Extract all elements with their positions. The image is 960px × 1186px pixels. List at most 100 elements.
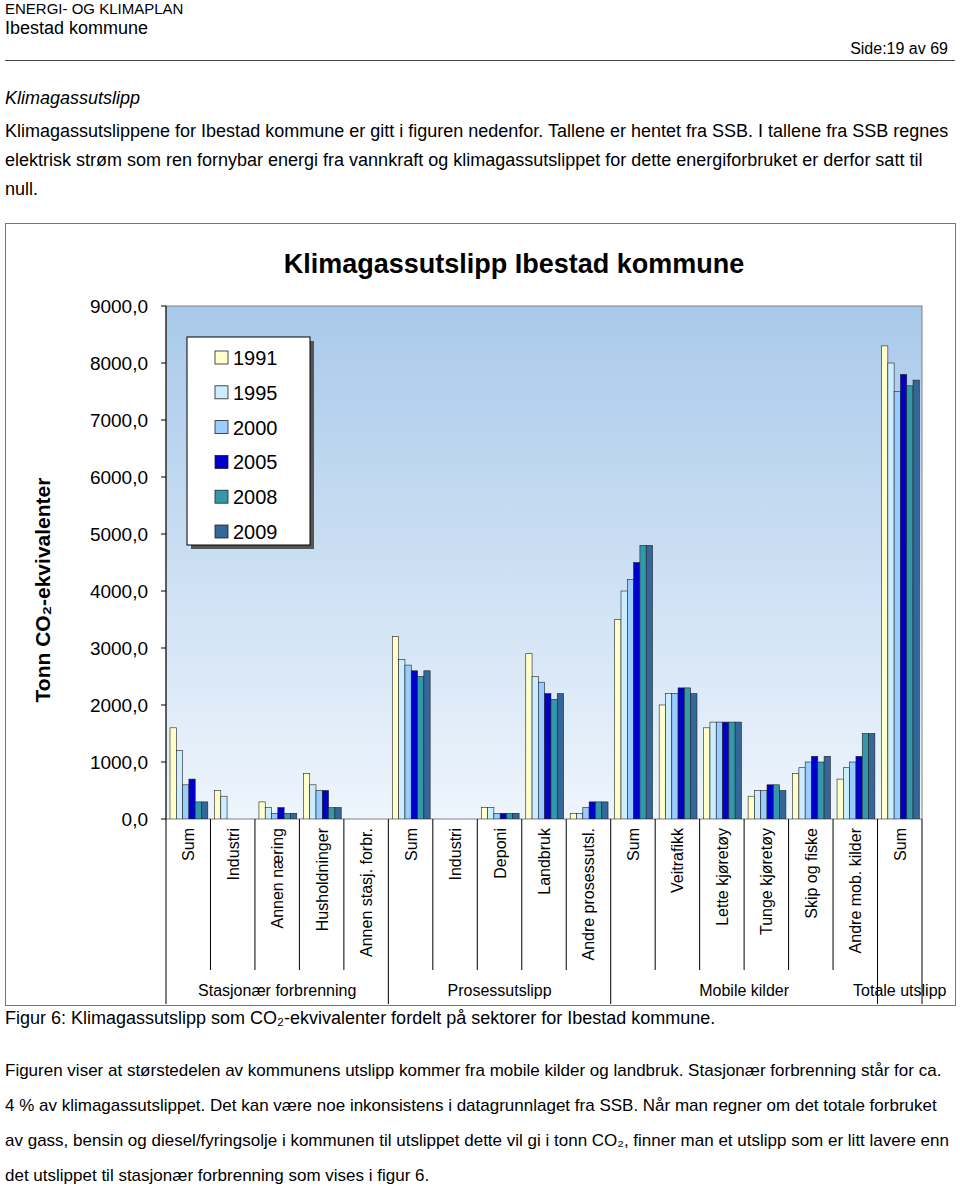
y-tick-label: 0,0 bbox=[122, 809, 148, 830]
y-tick-label: 8000,0 bbox=[90, 353, 148, 374]
bar bbox=[360, 819, 366, 820]
bar bbox=[316, 791, 322, 820]
category-separator bbox=[388, 819, 389, 1004]
bar bbox=[723, 722, 729, 819]
y-tick bbox=[161, 477, 166, 478]
bar bbox=[627, 580, 633, 819]
bar bbox=[335, 808, 341, 819]
category-separator bbox=[521, 819, 522, 970]
bar bbox=[170, 728, 176, 819]
bar bbox=[373, 819, 379, 820]
category-separator bbox=[477, 819, 478, 970]
bar bbox=[882, 346, 888, 819]
category-separator bbox=[922, 819, 923, 1004]
bar bbox=[532, 677, 538, 820]
category-separator bbox=[610, 819, 611, 1004]
y-tick-label: 3000,0 bbox=[90, 638, 148, 659]
bar bbox=[354, 819, 360, 820]
bar bbox=[811, 756, 817, 819]
category-separator bbox=[788, 819, 789, 970]
chart-title: Klimagassutslipp Ibestad kommune bbox=[284, 249, 745, 279]
bar bbox=[506, 813, 512, 819]
bar bbox=[265, 808, 271, 819]
chart-frame bbox=[6, 224, 956, 1006]
bar bbox=[221, 796, 227, 819]
y-tick bbox=[161, 648, 166, 649]
bar bbox=[824, 756, 830, 819]
bar bbox=[443, 819, 449, 820]
bar bbox=[348, 819, 354, 820]
bar bbox=[449, 819, 455, 820]
category-separator bbox=[254, 819, 255, 970]
bar bbox=[710, 722, 716, 819]
bar bbox=[621, 591, 627, 819]
bar bbox=[278, 808, 284, 819]
legend-swatch bbox=[215, 455, 228, 468]
bar bbox=[538, 682, 544, 819]
body-paragraph: Figuren viser at størstedelen av kommune… bbox=[5, 1053, 950, 1186]
page-number: Side:19 av 69 bbox=[850, 40, 948, 58]
bar bbox=[392, 637, 398, 819]
bar bbox=[837, 779, 843, 819]
bar bbox=[805, 762, 811, 819]
group-label: Stasjonær forbrenning bbox=[198, 982, 356, 999]
group-label: Mobile kilder bbox=[699, 982, 789, 999]
bar bbox=[773, 785, 779, 819]
y-tick-label: 4000,0 bbox=[90, 581, 148, 602]
bar bbox=[233, 819, 239, 820]
category-label: Andre prosessutsl. bbox=[580, 828, 597, 961]
legend-swatch bbox=[215, 490, 228, 503]
bar bbox=[526, 654, 532, 819]
bar bbox=[437, 819, 443, 820]
y-tick-label: 2000,0 bbox=[90, 695, 148, 716]
bar bbox=[640, 545, 646, 819]
category-label: Annen næring bbox=[269, 828, 286, 929]
bar bbox=[322, 791, 328, 820]
category-label: Sum bbox=[625, 828, 642, 861]
y-tick bbox=[161, 591, 166, 592]
bar bbox=[678, 688, 684, 819]
bar bbox=[862, 734, 868, 820]
bar bbox=[659, 705, 665, 819]
legend-label: 2005 bbox=[233, 451, 278, 473]
bar bbox=[227, 819, 233, 820]
category-label: Lette kjøretøy bbox=[714, 828, 731, 926]
bar bbox=[405, 665, 411, 819]
chart: Klimagassutslipp Ibestad kommuneTonn CO₂… bbox=[0, 0, 960, 1186]
bar bbox=[551, 699, 557, 819]
bar bbox=[284, 813, 290, 819]
bar bbox=[577, 813, 583, 819]
bar bbox=[240, 819, 246, 820]
bar bbox=[818, 762, 824, 819]
y-tick bbox=[161, 819, 166, 820]
bar bbox=[735, 722, 741, 819]
category-separator bbox=[566, 819, 567, 970]
y-tick bbox=[161, 306, 166, 307]
category-label: Sum bbox=[180, 828, 197, 861]
category-label: Andre mob. kilder bbox=[847, 827, 864, 953]
legend-swatch bbox=[215, 421, 228, 434]
legend-label: 1991 bbox=[233, 347, 278, 369]
legend-box bbox=[187, 337, 310, 545]
bar bbox=[272, 813, 278, 819]
legend-swatch bbox=[215, 351, 228, 364]
bar bbox=[189, 779, 195, 819]
legend-label: 2009 bbox=[233, 521, 278, 543]
intro-paragraph: Klimagassutslippene for Ibestad kommune … bbox=[5, 117, 950, 204]
bar bbox=[900, 374, 906, 819]
group-label: Totale utslipp bbox=[853, 982, 946, 999]
bar bbox=[907, 386, 913, 819]
bar bbox=[672, 694, 678, 819]
bar bbox=[869, 734, 875, 820]
bar bbox=[411, 671, 417, 819]
bar bbox=[570, 813, 576, 819]
bar bbox=[424, 671, 430, 819]
bar bbox=[183, 785, 189, 819]
bar bbox=[462, 819, 468, 820]
category-separator bbox=[655, 819, 656, 970]
bar bbox=[761, 791, 767, 820]
org-name: Ibestad kommune bbox=[5, 18, 148, 39]
bar bbox=[888, 363, 894, 819]
category-separator bbox=[432, 819, 433, 970]
y-tick-label: 6000,0 bbox=[90, 467, 148, 488]
